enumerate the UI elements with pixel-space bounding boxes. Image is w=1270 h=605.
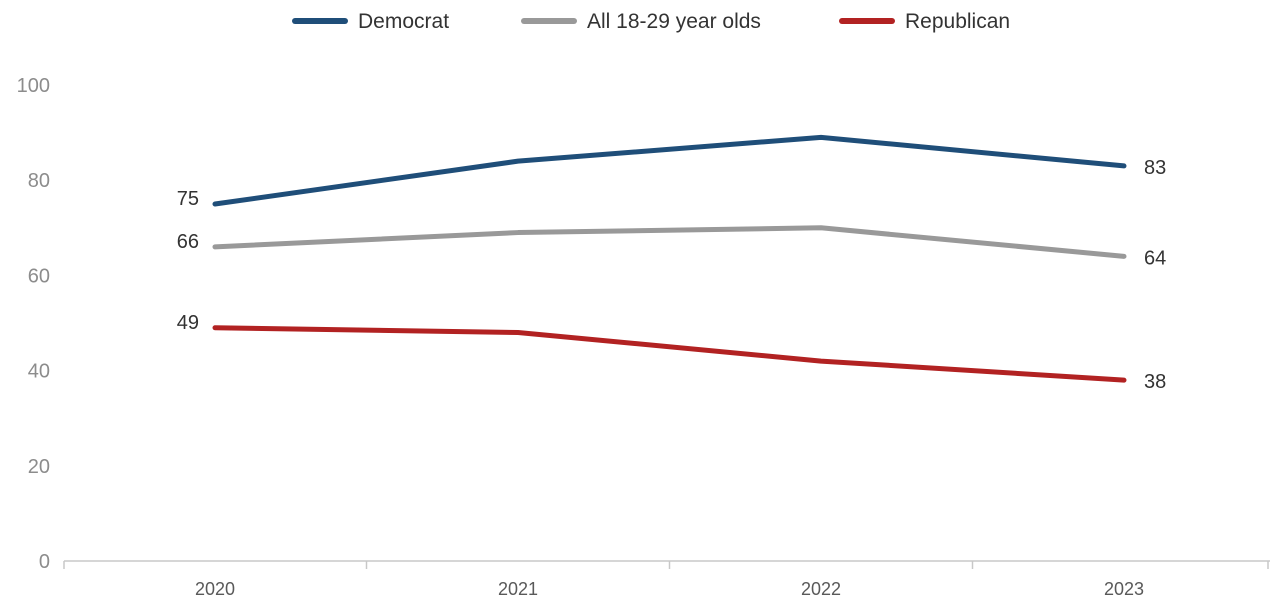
y-axis: 0 20 40 60 80 100 xyxy=(17,75,50,573)
y-tick-label: 40 xyxy=(28,361,50,383)
y-tick-label: 100 xyxy=(17,75,50,97)
x-tick-label: 2021 xyxy=(498,579,538,599)
data-label-republican: 38 xyxy=(1144,371,1166,393)
legend: Democrat All 18-29 year olds Republican xyxy=(292,10,1010,33)
x-tick-label: 2020 xyxy=(195,579,235,599)
x-tick-label: 2023 xyxy=(1104,579,1144,599)
y-tick-label: 0 xyxy=(39,551,50,573)
legend-item-all-18-29-year-olds: All 18-29 year olds xyxy=(521,10,761,33)
legend-item-republican: Republican xyxy=(839,10,1010,33)
y-tick-label: 20 xyxy=(28,456,50,478)
data-label-all-18-29-year-olds: 66 xyxy=(177,231,199,253)
series-line-republican xyxy=(212,325,1127,383)
legend-label: All 18-29 year olds xyxy=(587,10,761,33)
series-line-democrat xyxy=(212,134,1127,207)
y-tick-label: 80 xyxy=(28,170,50,192)
y-tick-label: 60 xyxy=(28,265,50,287)
data-label-all-18-29-year-olds: 64 xyxy=(1144,247,1166,269)
x-tick-label: 2022 xyxy=(801,579,841,599)
legend-label: Republican xyxy=(905,10,1010,33)
data-label-democrat: 75 xyxy=(177,188,199,210)
x-axis: 2020 2021 2022 2023 xyxy=(63,560,1270,599)
series-line-all-18-29-year-olds xyxy=(212,225,1127,259)
legend-item-democrat: Democrat xyxy=(292,10,449,33)
data-label-republican: 49 xyxy=(177,312,199,334)
legend-label: Democrat xyxy=(358,10,449,33)
data-labels: 75 83 66 64 49 38 xyxy=(177,157,1167,393)
series-lines xyxy=(212,134,1127,383)
data-label-democrat: 83 xyxy=(1144,157,1166,179)
